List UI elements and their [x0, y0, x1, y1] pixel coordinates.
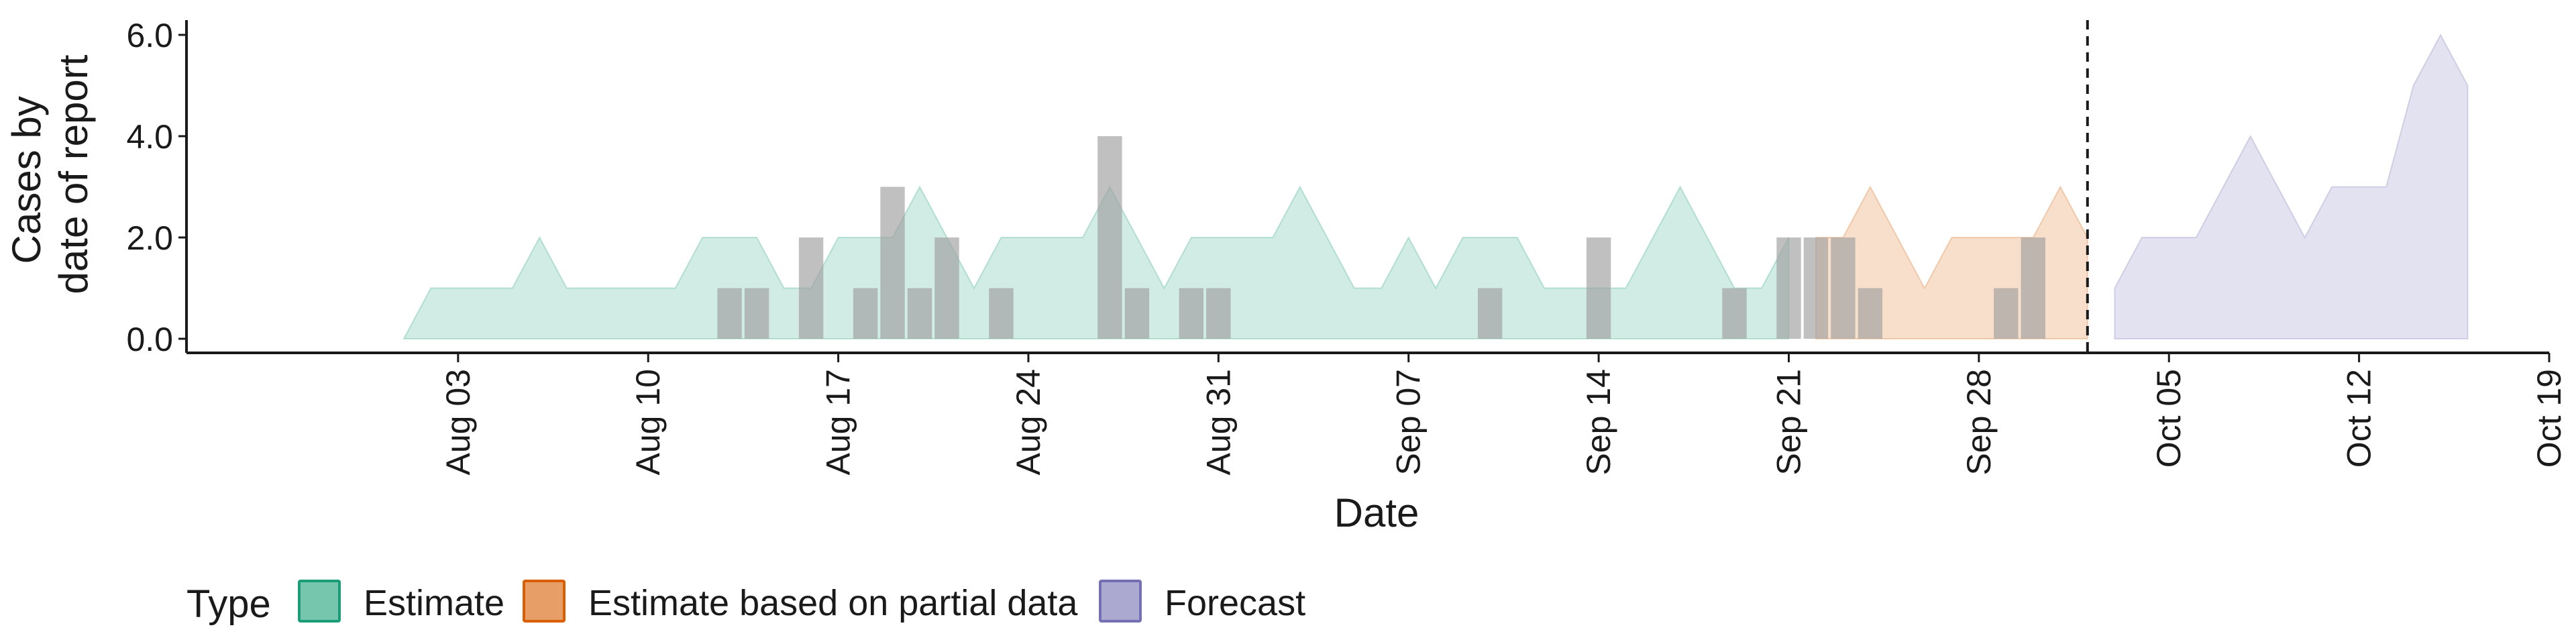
- y-axis-label: Cases by date of report: [4, 54, 96, 294]
- legend-key-2: [1099, 580, 1142, 623]
- bar-19: [1994, 288, 2019, 339]
- y-axis-ticks: 0.0 2.0 4.0 6.0: [126, 17, 186, 358]
- axes-group: [185, 20, 2549, 354]
- y-tick-label: 4.0: [126, 118, 173, 156]
- bar-4: [880, 186, 905, 339]
- x-tick-label: Sep 07: [1390, 369, 1428, 475]
- legend-label-2: Forecast: [1165, 583, 1305, 623]
- bar-15: [1776, 237, 1801, 339]
- legend-key-0: [298, 580, 341, 623]
- x-tick-label: Sep 28: [1960, 369, 1998, 475]
- bar-10: [1179, 288, 1203, 339]
- bar-18: [1858, 288, 1883, 339]
- legend-key-1: [523, 580, 566, 623]
- x-tick-label: Aug 03: [439, 369, 477, 475]
- x-axis-label: Date: [1334, 490, 1419, 535]
- bar-7: [989, 288, 1014, 339]
- bar-11: [1206, 288, 1231, 339]
- bar-9: [1124, 288, 1150, 339]
- legend-label-0: Estimate: [364, 583, 504, 623]
- bar-17: [1831, 237, 1856, 339]
- bar-13: [1586, 237, 1611, 339]
- legend-title: Type: [186, 582, 271, 626]
- y-axis-label-line-1: Cases by: [4, 96, 49, 264]
- x-tick-label: Sep 21: [1770, 369, 1808, 475]
- bar-14: [1722, 288, 1747, 339]
- bar-series-group: [717, 136, 2045, 339]
- bar-1: [744, 288, 769, 339]
- y-tick-label: 2.0: [126, 219, 173, 257]
- area-series-1: [1815, 185, 2088, 339]
- x-tick-label: Sep 14: [1580, 369, 1617, 475]
- legend: Type Estimate Estimate based on partial d…: [186, 580, 1305, 626]
- x-tick-label: Aug 31: [1199, 369, 1237, 475]
- x-tick-label: Oct 19: [2530, 369, 2568, 468]
- bar-12: [1478, 288, 1503, 339]
- x-tick-label: Aug 24: [1010, 369, 1047, 475]
- bar-16: [1803, 237, 1829, 339]
- y-tick-label: 0.0: [126, 321, 173, 358]
- y-axis-label-line-2: date of report: [51, 54, 96, 294]
- y-tick-label: 6.0: [126, 17, 173, 54]
- area-series-group: [402, 33, 2469, 339]
- bar-5: [907, 288, 932, 339]
- x-tick-label: Aug 17: [820, 369, 857, 475]
- bar-3: [853, 288, 878, 339]
- area-series-2: [2114, 33, 2469, 339]
- bar-20: [2021, 237, 2045, 339]
- x-tick-label: Oct 12: [2341, 369, 2378, 468]
- x-tick-label: Aug 10: [629, 369, 667, 475]
- bar-2: [798, 237, 824, 339]
- legend-label-1: Estimate based on partial data: [588, 583, 1078, 623]
- area-series-0: [402, 185, 1790, 339]
- x-tick-label: Oct 05: [2150, 369, 2188, 468]
- x-axis-ticks: Aug 03 Aug 10 Aug 17 Aug 24 Aug 31 Sep 07 Sep …: [439, 353, 2568, 475]
- bar-0: [717, 288, 742, 339]
- bar-8: [1097, 136, 1122, 339]
- bar-6: [934, 237, 959, 339]
